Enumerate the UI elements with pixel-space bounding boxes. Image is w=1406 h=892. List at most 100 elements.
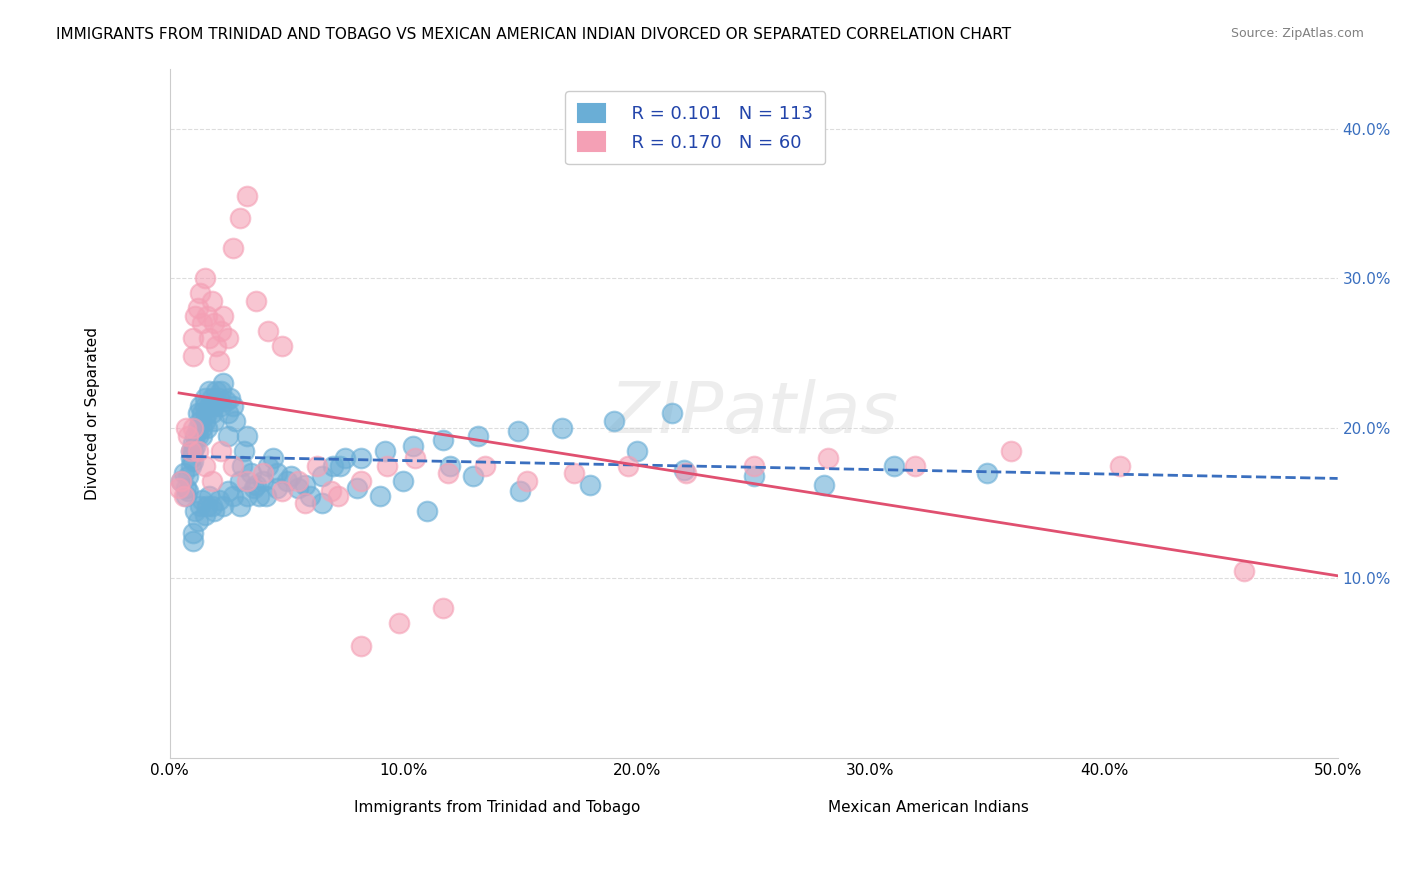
Point: [294, 478, 316, 492]
Point: [374, 444, 396, 458]
Point: [276, 474, 298, 488]
Point: [233, 444, 256, 458]
Point: [209, 324, 232, 338]
Point: [195, 500, 218, 514]
Point: [245, 293, 267, 308]
Point: [329, 458, 352, 473]
Point: [208, 392, 231, 406]
Point: [287, 474, 309, 488]
Point: [432, 601, 454, 615]
Point: [181, 331, 204, 345]
Point: [184, 309, 207, 323]
Point: [188, 414, 211, 428]
Text: Mexican American Indians: Mexican American Indians: [828, 800, 1029, 814]
Point: [187, 429, 209, 443]
Point: [205, 394, 228, 409]
Point: [180, 444, 202, 458]
Point: [311, 469, 333, 483]
Point: [236, 489, 259, 503]
Point: [181, 350, 204, 364]
Point: [195, 309, 218, 323]
Point: [467, 429, 489, 443]
Point: [202, 399, 225, 413]
Legend:   R = 0.101   N = 113,   R = 0.170   N = 60: R = 0.101 N = 113, R = 0.170 N = 60: [565, 91, 825, 164]
Point: [181, 533, 204, 548]
Point: [231, 458, 253, 473]
Point: [194, 458, 217, 473]
Point: [177, 429, 200, 443]
Point: [404, 451, 426, 466]
Point: [229, 500, 252, 514]
Point: [257, 458, 280, 473]
Point: [217, 429, 239, 443]
Point: [262, 451, 284, 466]
Point: [177, 484, 200, 499]
Point: [976, 467, 998, 481]
Point: [236, 189, 259, 203]
Point: [174, 421, 197, 435]
Point: [252, 474, 274, 488]
Point: [509, 484, 531, 499]
Point: [224, 414, 246, 428]
Point: [247, 489, 270, 503]
Point: [904, 458, 927, 473]
Point: [506, 425, 529, 439]
Text: ZIPatlas: ZIPatlas: [609, 379, 898, 448]
Point: [516, 474, 538, 488]
Point: [194, 271, 217, 285]
Point: [432, 434, 454, 448]
Point: [270, 339, 292, 353]
Point: [333, 451, 356, 466]
Point: [236, 474, 259, 488]
Point: [817, 451, 839, 466]
Point: [187, 406, 209, 420]
Point: [280, 469, 302, 483]
Point: [287, 482, 309, 496]
Point: [294, 496, 316, 510]
Point: [579, 478, 602, 492]
Point: [1109, 458, 1132, 473]
Point: [188, 500, 211, 514]
Point: [217, 406, 239, 420]
Point: [184, 439, 207, 453]
Point: [222, 489, 245, 503]
Point: [245, 478, 267, 492]
Text: Immigrants from Trinidad and Tobago: Immigrants from Trinidad and Tobago: [353, 800, 640, 814]
Point: [167, 482, 190, 496]
Point: [436, 467, 458, 481]
Point: [675, 467, 697, 481]
Point: [194, 508, 217, 523]
Point: [198, 384, 221, 398]
Point: [187, 444, 209, 458]
Point: [188, 286, 211, 301]
Point: [439, 458, 461, 473]
Point: [174, 489, 197, 503]
Point: [322, 458, 344, 473]
Point: [742, 469, 765, 483]
Point: [551, 421, 574, 435]
Point: [616, 458, 638, 473]
Point: [415, 504, 437, 518]
Point: [209, 399, 232, 413]
Point: [215, 394, 238, 409]
Point: [252, 467, 274, 481]
Point: [742, 458, 765, 473]
Point: [202, 317, 225, 331]
Text: Source: ZipAtlas.com: Source: ZipAtlas.com: [1230, 27, 1364, 40]
Point: [202, 504, 225, 518]
Point: [191, 429, 214, 443]
Point: [184, 429, 207, 443]
Point: [194, 414, 217, 428]
Point: [181, 454, 204, 468]
Point: [194, 399, 217, 413]
Point: [298, 489, 321, 503]
Point: [219, 392, 242, 406]
Point: [198, 489, 221, 503]
Point: [311, 496, 333, 510]
Point: [208, 493, 231, 508]
Point: [222, 242, 245, 256]
Text: IMMIGRANTS FROM TRINIDAD AND TOBAGO VS MEXICAN AMERICAN INDIAN DIVORCED OR SEPAR: IMMIGRANTS FROM TRINIDAD AND TOBAGO VS M…: [56, 27, 1011, 42]
Point: [191, 317, 214, 331]
Point: [305, 458, 328, 473]
Point: [181, 436, 204, 450]
